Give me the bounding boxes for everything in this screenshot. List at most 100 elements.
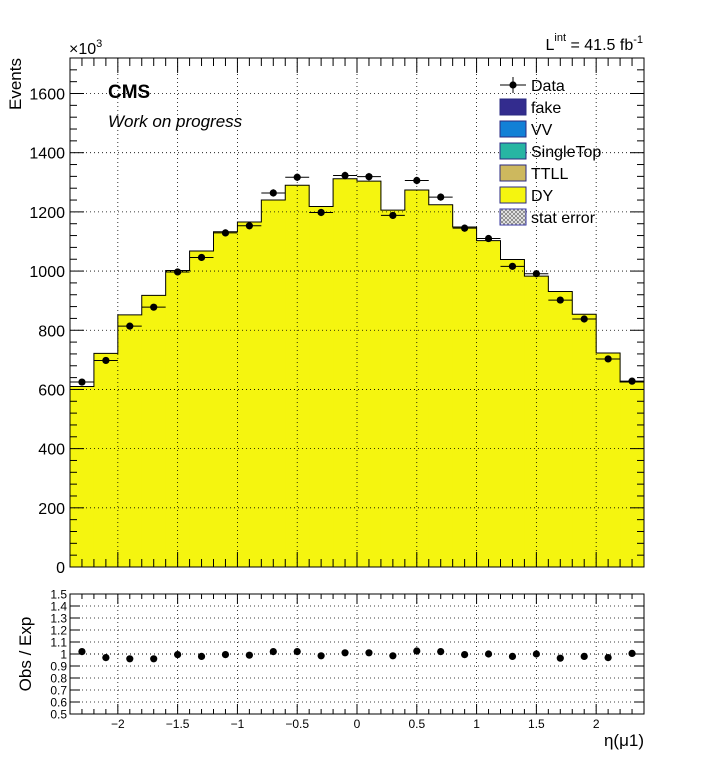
ratio-y-tick-label-7: 1.2: [50, 624, 67, 638]
ratio-y-axis-title: Obs / Exp: [16, 617, 35, 692]
legend-entry-singletop: SingleTop: [499, 142, 601, 161]
bin-dy-20: [548, 291, 573, 567]
legend-entry-vv: VV: [499, 120, 553, 139]
data-point-15: [428, 193, 453, 201]
ratio-y-tick-label-5: 1: [60, 648, 67, 662]
ratio-point-12: [365, 649, 373, 657]
data-point-14: [404, 176, 429, 185]
data-marker-0: [78, 378, 86, 386]
data-marker-13: [389, 211, 397, 220]
data-marker-9: [293, 173, 301, 181]
data-point-20: [548, 296, 573, 304]
main-grid: [70, 58, 644, 567]
main-axes: 0 200 400 600 800 1000 1200 1400 1600: [29, 57, 645, 577]
luminosity-label: Lint = 41.5 fb-1: [546, 32, 643, 54]
ratio-y-tick-label-8: 1.3: [50, 612, 67, 626]
ratio-point-13: [389, 652, 397, 660]
bin-dy-15: [428, 204, 454, 567]
ratio-y-tick-label-6: 1.1: [50, 636, 67, 650]
legend-entry-data: Data: [500, 77, 565, 95]
data-point-13: [380, 211, 405, 220]
bin-dy-2: [117, 314, 143, 567]
data-point-22: [596, 355, 621, 363]
legend-swatch-2: [499, 120, 527, 138]
legend-label-2: VV: [531, 122, 553, 139]
legend: Data fake VV SingleTop TTLL DY stat error: [499, 77, 601, 227]
data-marker-2: [126, 322, 134, 330]
data-marker-4: [174, 268, 182, 276]
ratio-panel: 0.50.60.70.80.911.11.21.31.41.5−2 −1.5 −1−…: [16, 588, 645, 750]
y-tick-label-1: 200: [38, 501, 65, 518]
x-tick-label-6: 1: [473, 717, 480, 731]
bin-dy-17: [476, 240, 501, 567]
y-tick-label-5: 1000: [29, 264, 65, 281]
data-marker-17: [484, 234, 493, 243]
data-marker-10: [317, 208, 325, 217]
data-marker-8: [269, 189, 277, 197]
ratio-point-5: [197, 652, 206, 661]
data-point-23: [620, 377, 644, 385]
data-marker-19: [532, 270, 540, 278]
data-marker-11: [341, 171, 349, 180]
legend-label-5: DY: [531, 188, 554, 205]
data-point-17: [476, 234, 501, 243]
status-label: Work on progress: [108, 112, 243, 131]
ratio-point-19: [532, 650, 540, 658]
legend-entry-stat-error: stat error: [499, 208, 596, 227]
bin-dy-5: [189, 250, 214, 567]
ratio-points: [78, 647, 636, 663]
legend-swatch-5: [499, 186, 527, 204]
data-point-10: [309, 208, 334, 217]
data-point-19: [524, 270, 549, 278]
legend-entry-dy: DY: [499, 186, 554, 205]
ratio-point-23: [628, 649, 636, 658]
bin-dy-6: [213, 231, 238, 567]
x-tick-label-3: −0.5: [285, 717, 309, 731]
x-tick-label-1: −1.5: [166, 717, 190, 731]
ratio-axes: 0.50.60.70.80.911.11.21.31.41.5−2 −1.5 −1−…: [50, 588, 645, 731]
legend-swatch-1: [499, 98, 527, 116]
bin-dy-3: [141, 295, 167, 567]
bin-dy-16: [452, 226, 478, 567]
ratio-point-21: [580, 652, 588, 661]
bin-dy-19: [524, 276, 549, 567]
legend-swatch-3: [499, 142, 527, 160]
ratio-point-15: [437, 648, 445, 656]
data-point-5: [189, 253, 214, 262]
data-marker-16: [461, 224, 469, 232]
bin-dy-0: [70, 386, 95, 567]
data-marker-14: [413, 176, 421, 185]
legend-label-3: SingleTop: [531, 144, 601, 161]
bin-dy-7: [237, 221, 262, 567]
ratio-point-10: [317, 652, 325, 660]
data-points: [70, 171, 644, 386]
x-tick-label-8: 2: [593, 717, 600, 731]
data-point-9: [285, 173, 310, 182]
x-tick-label-4: 0: [354, 717, 361, 731]
data-marker-22: [604, 355, 612, 363]
lumi-super: int: [554, 32, 566, 44]
y-tick-label-7: 1400: [29, 146, 65, 163]
data-point-3: [141, 303, 166, 311]
ratio-y-tick-label-4: 0.9: [50, 660, 67, 674]
ratio-point-16: [461, 651, 469, 659]
ratio-y-tick-label-2: 0.7: [50, 684, 67, 698]
ratio-point-22: [604, 654, 612, 662]
legend-label-6: stat error: [531, 210, 596, 227]
y-tick-label-3: 600: [38, 382, 65, 399]
data-point-4: [165, 268, 190, 276]
x-tick-label-7: 1.5: [528, 717, 545, 731]
ratio-point-20: [556, 654, 564, 662]
y-tick-label-0: 0: [56, 560, 65, 577]
stacked-histogram: [70, 178, 645, 568]
lumi-prefix: L: [546, 37, 555, 54]
y-multiplier: ×103: [69, 38, 102, 58]
data-point-16: [452, 224, 477, 232]
ratio-point-2: [126, 655, 134, 663]
bin-dy-18: [500, 259, 525, 567]
ratio-y-tick-label-3: 0.8: [50, 672, 67, 686]
ratio-point-14: [413, 647, 421, 655]
data-marker-21: [580, 315, 588, 323]
data-marker-20: [556, 296, 564, 304]
